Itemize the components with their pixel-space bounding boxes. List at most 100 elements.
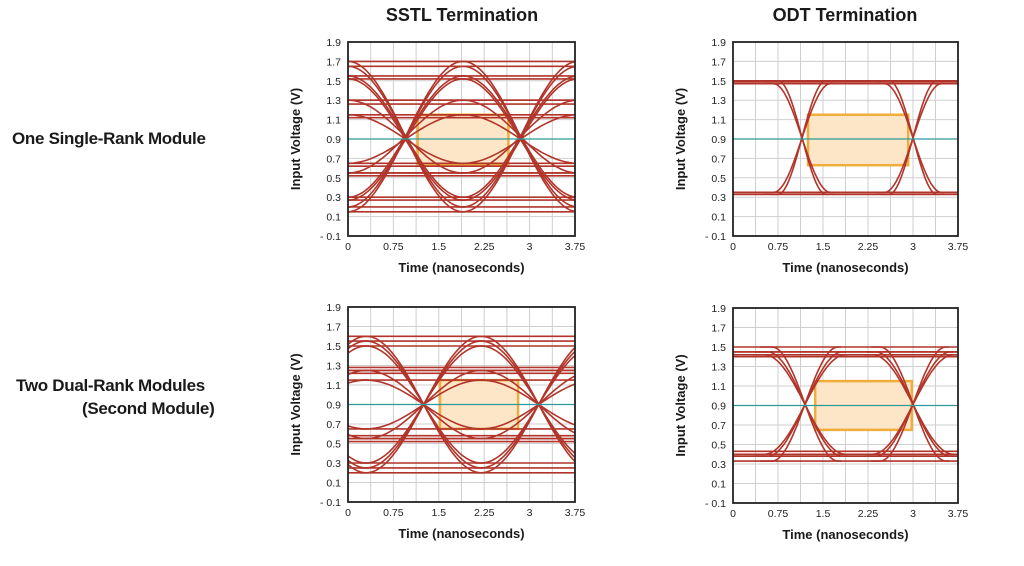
y-tick-label: 1.7 xyxy=(326,322,341,334)
y-tick-label: 0.7 xyxy=(326,419,341,431)
y-tick-label: 0.3 xyxy=(711,192,726,204)
eye-chart-3: 1.9 1.7 1.5 1.3 1.1 0.9 0.7 0.5 0.3 0.1 - 0.1 0 0.75… xyxy=(673,303,969,542)
x-tick-label: 1.5 xyxy=(816,508,831,520)
trace-transition xyxy=(348,114,351,116)
y-tick-label: 1.7 xyxy=(326,56,341,68)
trace-transition xyxy=(764,82,945,194)
trace-transition xyxy=(348,65,351,68)
y-tick-label: 1.3 xyxy=(326,95,341,107)
x-tick-label: 0.75 xyxy=(768,241,789,253)
y-tick-label: 0.7 xyxy=(711,420,726,432)
x-tick-label: 3 xyxy=(910,508,916,520)
x-axis-label: Time (nanoseconds) xyxy=(782,527,908,542)
trace-transition xyxy=(348,206,351,208)
x-tick-label: 0.75 xyxy=(383,241,404,253)
y-tick-label: 0.9 xyxy=(326,134,341,146)
y-axis-label: Input Voltage (V) xyxy=(673,88,688,190)
eye-chart-2: 1.9 1.7 1.5 1.3 1.1 0.9 0.7 0.5 0.3 0.1 - 0.1 0 0.75… xyxy=(288,302,586,541)
plot-border xyxy=(347,41,576,237)
y-tick-label: 1.1 xyxy=(711,115,726,127)
x-tick-label: 0 xyxy=(730,241,736,253)
y-tick-label: 1.1 xyxy=(326,380,341,392)
x-tick-label: 2.25 xyxy=(858,241,879,253)
y-tick-label: 1.5 xyxy=(326,341,341,353)
y-tick-label: 0.3 xyxy=(711,459,726,471)
y-tick-label: 0.5 xyxy=(711,173,726,185)
trace-transition xyxy=(752,354,957,456)
plot-border xyxy=(732,307,959,504)
y-tick-label: 1.7 xyxy=(711,56,726,68)
trace-transition xyxy=(348,196,351,198)
column-title-sstl: SSTL Termination xyxy=(386,5,538,25)
row-label-two-dual-rank: Two Dual-Rank Modules xyxy=(16,376,205,395)
y-axis-label: Input Voltage (V) xyxy=(288,88,303,190)
y-axis-label: Input Voltage (V) xyxy=(288,353,303,455)
x-tick-label: 0 xyxy=(730,508,736,520)
x-tick-label: 2.25 xyxy=(858,508,879,520)
trace-transition xyxy=(348,199,351,201)
eye-mask-box xyxy=(416,113,510,167)
eye-chart-0: 1.9 1.7 1.5 1.3 1.1 0.9 0.7 0.5 0.3 0.1 - 0.1 0 0.75… xyxy=(288,37,585,275)
x-tick-label: 3.75 xyxy=(948,508,969,520)
y-tick-label: 0.9 xyxy=(326,400,341,412)
x-tick-label: 1.5 xyxy=(431,241,446,253)
y-tick-label: 0.3 xyxy=(326,192,341,204)
y-tick-label: 0.5 xyxy=(711,440,726,452)
x-tick-label: 3.75 xyxy=(948,241,969,253)
y-tick-label: 1.9 xyxy=(711,37,726,49)
y-tick-label: 0.1 xyxy=(326,478,341,490)
trace-transition xyxy=(348,210,351,213)
x-axis-label: Time (nanoseconds) xyxy=(398,260,524,275)
trace-transition xyxy=(348,99,466,174)
eye-chart-1: 1.9 1.7 1.5 1.3 1.1 0.9 0.7 0.5 0.3 0.1 - 0.1 0 0.75… xyxy=(673,37,969,275)
y-tick-label: 1.3 xyxy=(711,95,726,107)
eye-mask-box xyxy=(806,113,910,167)
y-tick-label: 0.5 xyxy=(326,173,341,185)
x-tick-label: 0.75 xyxy=(383,507,404,519)
x-tick-label: 1.5 xyxy=(816,241,831,253)
y-tick-label: - 0.1 xyxy=(320,497,341,509)
y-tick-label: 0.5 xyxy=(326,439,341,451)
row-label-one-single-rank: One Single-Rank Module xyxy=(12,129,206,148)
y-tick-label: - 0.1 xyxy=(705,231,726,243)
y-tick-label: 1.1 xyxy=(711,381,726,393)
y-tick-label: 1.7 xyxy=(711,323,726,335)
y-tick-label: 1.9 xyxy=(326,37,341,49)
y-tick-label: 0.1 xyxy=(326,212,341,224)
y-axis-label: Input Voltage (V) xyxy=(673,354,688,456)
y-tick-label: 0.1 xyxy=(711,479,726,491)
x-tick-label: 0 xyxy=(345,507,351,519)
y-tick-label: 1.3 xyxy=(711,362,726,374)
y-tick-label: 0.9 xyxy=(711,401,726,413)
y-tick-label: - 0.1 xyxy=(320,231,341,243)
trace-transition xyxy=(348,172,351,174)
x-axis-label: Time (nanoseconds) xyxy=(782,260,908,275)
plot-border xyxy=(347,306,576,503)
trace-transition xyxy=(348,60,351,63)
y-tick-label: 1.5 xyxy=(326,76,341,88)
y-tick-label: 0.7 xyxy=(711,153,726,165)
column-title-odt: ODT Termination xyxy=(773,5,918,25)
trace-transition xyxy=(348,75,351,77)
y-tick-label: 1.5 xyxy=(711,342,726,354)
y-tick-label: - 0.1 xyxy=(705,498,726,510)
trace-transition xyxy=(733,354,849,456)
x-tick-label: 3 xyxy=(527,241,533,253)
y-tick-label: 0.7 xyxy=(326,153,341,165)
x-tick-label: 3.75 xyxy=(565,507,586,519)
x-tick-label: 0.75 xyxy=(768,508,789,520)
plot-border xyxy=(732,41,959,237)
y-tick-label: 0.9 xyxy=(711,134,726,146)
y-tick-label: 1.9 xyxy=(711,303,726,315)
trace-transition xyxy=(348,162,351,165)
x-tick-label: 2.25 xyxy=(474,241,495,253)
x-tick-label: 1.5 xyxy=(431,507,446,519)
trace-transition xyxy=(348,78,351,80)
row-label-second-module: (Second Module) xyxy=(82,399,215,418)
y-tick-label: 0.1 xyxy=(711,212,726,224)
x-tick-label: 3 xyxy=(527,507,533,519)
x-tick-label: 0 xyxy=(345,241,351,253)
y-tick-label: 1.5 xyxy=(711,76,726,88)
y-tick-label: 1.9 xyxy=(326,302,341,314)
